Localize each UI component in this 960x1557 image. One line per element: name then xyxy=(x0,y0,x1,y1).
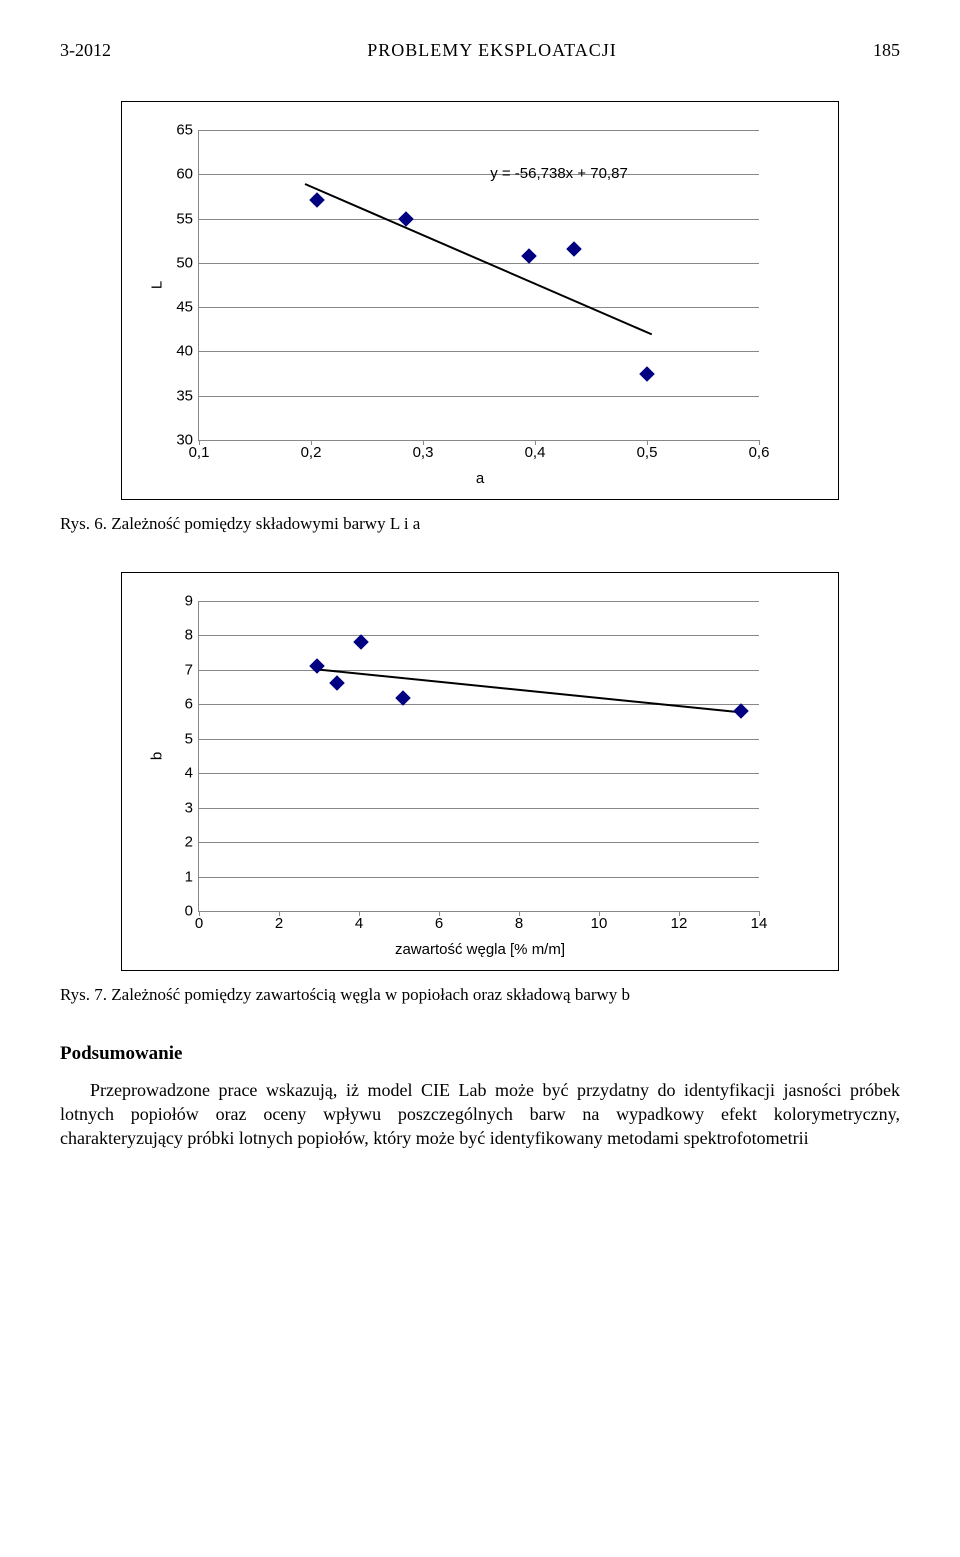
chart-2-ytick-label: 6 xyxy=(185,696,199,713)
chart-1-ytick-label: 40 xyxy=(176,343,199,360)
chart-1-ytick-label: 55 xyxy=(176,210,199,227)
chart-2-xtick-label: 10 xyxy=(591,911,608,932)
chart-1-xtick-label: 0,4 xyxy=(525,440,546,461)
chart-2-xtick-label: 12 xyxy=(671,911,688,932)
chart-1-data-point xyxy=(566,241,582,257)
chart-2-frame: 012345678902468101214b zawartość węgla [… xyxy=(121,572,839,971)
chart-2-ytick-label: 1 xyxy=(185,868,199,885)
chart-1-trendline xyxy=(305,183,653,335)
chart-2-xtick-label: 2 xyxy=(275,911,283,932)
figure-7-caption: Rys. 7. Zależność pomiędzy zawartością w… xyxy=(60,985,900,1005)
chart-1-gridline xyxy=(199,174,759,175)
chart-2-data-point xyxy=(309,659,325,675)
chart-2-ylabel: b xyxy=(149,752,166,760)
chart-1-ytick-label: 35 xyxy=(176,387,199,404)
chart-1-ytick-label: 50 xyxy=(176,254,199,271)
chart-2-ytick-label: 8 xyxy=(185,627,199,644)
chart-1-gridline xyxy=(199,307,759,308)
chart-2-gridline xyxy=(199,773,759,774)
summary-body: Przeprowadzone prace wskazują, iż model … xyxy=(60,1079,900,1150)
chart-2: 012345678902468101214b xyxy=(150,591,778,915)
header-right: 185 xyxy=(873,40,900,61)
chart-2-ytick-label: 4 xyxy=(185,765,199,782)
chart-1-gridline xyxy=(199,219,759,220)
figure-7-text: Zależność pomiędzy zawartością węgla w p… xyxy=(111,985,630,1004)
chart-1-gridline xyxy=(199,130,759,131)
chart-1-data-point xyxy=(309,192,325,208)
chart-1-xtick-label: 0,6 xyxy=(749,440,770,461)
chart-1-equation: y = -56,738x + 70,87 xyxy=(490,165,628,182)
chart-2-data-point xyxy=(353,635,369,651)
header-left: 3-2012 xyxy=(60,40,111,61)
chart-2-ytick-label: 5 xyxy=(185,730,199,747)
chart-2-xlabel: zawartość węgla [% m/m] xyxy=(150,941,810,958)
page-header: 3-2012 PROBLEMY EKSPLOATACJI 185 xyxy=(60,40,900,61)
chart-1-gridline xyxy=(199,351,759,352)
chart-2-gridline xyxy=(199,635,759,636)
chart-1-ylabel: L xyxy=(149,281,166,289)
chart-2-xtick-label: 6 xyxy=(435,911,443,932)
chart-1-xlabel: a xyxy=(150,470,810,487)
chart-2-plot-area: 012345678902468101214b xyxy=(198,601,759,912)
figure-7-prefix: Rys. 7. xyxy=(60,985,111,1004)
chart-1-gridline xyxy=(199,396,759,397)
chart-2-ytick-label: 3 xyxy=(185,799,199,816)
figure-6-prefix: Rys. 6. xyxy=(60,514,111,533)
figure-6-text: Zależność pomiędzy składowymi barwy L i … xyxy=(111,514,420,533)
chart-1-xtick-label: 0,1 xyxy=(189,440,210,461)
chart-1-plot-area: 30354045505560650,10,20,30,40,50,6Ly = -… xyxy=(198,130,759,441)
summary-heading: Podsumowanie xyxy=(60,1043,900,1065)
chart-2-ytick-label: 9 xyxy=(185,593,199,610)
chart-2-ytick-label: 2 xyxy=(185,834,199,851)
chart-1-ytick-label: 65 xyxy=(176,122,199,139)
chart-2-gridline xyxy=(199,842,759,843)
chart-2-data-point xyxy=(329,675,345,691)
chart-2-xtick-label: 8 xyxy=(515,911,523,932)
chart-2-xtick-label: 14 xyxy=(751,911,768,932)
chart-1-gridline xyxy=(199,263,759,264)
chart-1-data-point xyxy=(639,366,655,382)
figure-6-caption: Rys. 6. Zależność pomiędzy składowymi ba… xyxy=(60,514,900,534)
chart-1-xtick-label: 0,3 xyxy=(413,440,434,461)
chart-2-xtick-label: 4 xyxy=(355,911,363,932)
chart-2-gridline xyxy=(199,808,759,809)
chart-2-xtick-label: 0 xyxy=(195,911,203,932)
chart-2-gridline xyxy=(199,739,759,740)
chart-1-frame: 30354045505560650,10,20,30,40,50,6Ly = -… xyxy=(121,101,839,500)
chart-2-ytick-label: 7 xyxy=(185,661,199,678)
chart-1-xtick-label: 0,2 xyxy=(301,440,322,461)
chart-2-trendline xyxy=(313,668,745,714)
chart-2-gridline xyxy=(199,670,759,671)
chart-1-ytick-label: 60 xyxy=(176,166,199,183)
header-center: PROBLEMY EKSPLOATACJI xyxy=(367,40,616,61)
chart-1-xtick-label: 0,5 xyxy=(637,440,658,461)
chart-2-gridline xyxy=(199,877,759,878)
chart-1-ytick-label: 45 xyxy=(176,299,199,316)
chart-1: 30354045505560650,10,20,30,40,50,6Ly = -… xyxy=(150,120,778,444)
chart-1-data-point xyxy=(522,248,538,264)
chart-2-gridline xyxy=(199,601,759,602)
